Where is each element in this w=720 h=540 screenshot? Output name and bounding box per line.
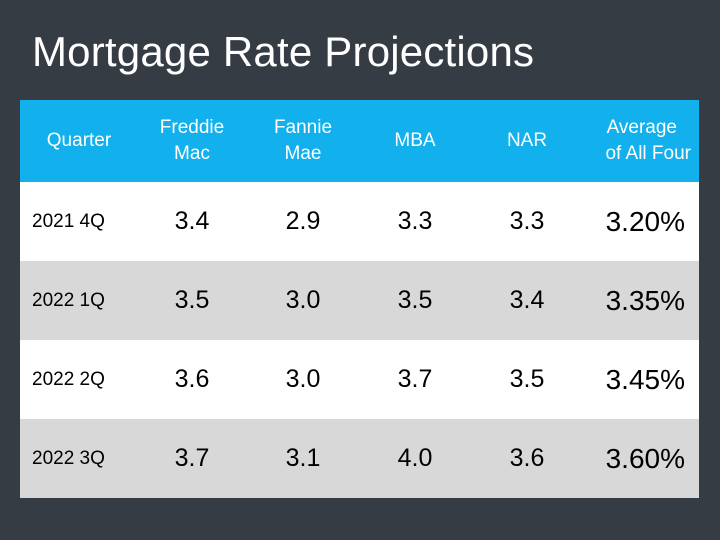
page-title: Mortgage Rate Projections [32,28,535,75]
freddie-mac-cell: 3.6 [138,340,246,419]
average-cell: 3.35% [584,261,699,340]
nar-cell: 3.3 [470,182,584,261]
mba-cell: 4.0 [360,419,470,498]
mortgage-rate-table: Quarter Freddie Mac Fannie Mae MBA NAR A… [20,100,699,498]
table-row: 2022 1Q 3.5 3.0 3.5 3.4 3.35% [20,261,699,340]
fannie-mae-cell: 3.0 [246,340,360,419]
freddie-mac-cell: 3.7 [138,419,246,498]
freddie-mac-cell: 3.4 [138,182,246,261]
table-header-row: Quarter Freddie Mac Fannie Mae MBA NAR A… [20,100,699,182]
average-cell: 3.20% [584,182,699,261]
average-cell: 3.45% [584,340,699,419]
table-row: 2022 3Q 3.7 3.1 4.0 3.6 3.60% [20,419,699,498]
column-header-nar: NAR [470,100,584,182]
column-header-fannie-mae: Fannie Mae [246,100,360,182]
quarter-cell: 2022 1Q [20,261,138,340]
average-cell: 3.60% [584,419,699,498]
fannie-mae-cell: 2.9 [246,182,360,261]
quarter-cell: 2022 3Q [20,419,138,498]
column-header-average: Average of All Four [584,100,699,182]
nar-cell: 3.4 [470,261,584,340]
nar-cell: 3.6 [470,419,584,498]
table-row: 2021 4Q 3.4 2.9 3.3 3.3 3.20% [20,182,699,261]
mba-cell: 3.5 [360,261,470,340]
fannie-mae-cell: 3.1 [246,419,360,498]
mba-cell: 3.3 [360,182,470,261]
column-header-mba: MBA [360,100,470,182]
quarter-cell: 2021 4Q [20,182,138,261]
fannie-mae-cell: 3.0 [246,261,360,340]
freddie-mac-cell: 3.5 [138,261,246,340]
nar-cell: 3.5 [470,340,584,419]
column-header-freddie-mac: Freddie Mac [138,100,246,182]
mba-cell: 3.7 [360,340,470,419]
table-row: 2022 2Q 3.6 3.0 3.7 3.5 3.45% [20,340,699,419]
quarter-cell: 2022 2Q [20,340,138,419]
column-header-quarter: Quarter [20,100,138,182]
